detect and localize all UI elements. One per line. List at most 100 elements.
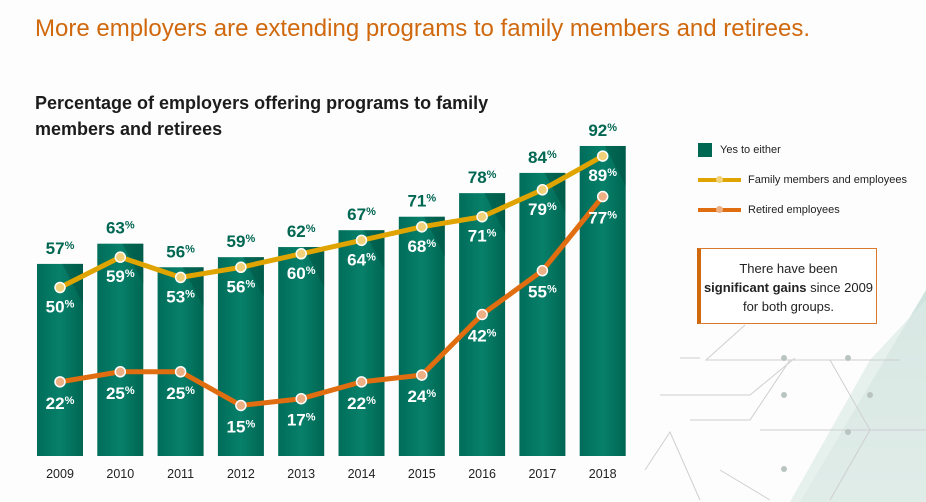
family-point-2018 (596, 150, 609, 162)
family-point-2015 (416, 221, 428, 233)
bar-value-label: 71% (407, 192, 436, 211)
bar-2010 (97, 243, 144, 456)
retired-point-2010 (114, 366, 127, 378)
callout-text-pre: There have been (739, 261, 838, 276)
family-point-2012 (235, 261, 247, 274)
background-triangle (790, 300, 926, 502)
family-value-label: 50% (46, 298, 75, 317)
retired-value-label: 22% (46, 394, 75, 413)
x-tick-label: 2014 (348, 467, 376, 481)
retired-point-2012 (235, 399, 247, 412)
retired-value-label: 17% (287, 411, 316, 430)
family-point-2013 (295, 248, 307, 260)
x-tick-label: 2010 (106, 467, 134, 481)
bar-shade (544, 172, 566, 213)
headline: More employers are extending programs to… (35, 15, 810, 42)
family-point-2011 (174, 271, 187, 284)
callout-box: There have been significant gains since … (697, 248, 877, 324)
bar-shade (122, 243, 144, 284)
legend-item-family: Family members and employees (698, 170, 907, 190)
bar-2014 (338, 230, 385, 456)
bar-shade (605, 145, 626, 186)
family-value-label: 60% (287, 264, 316, 283)
bar-2013 (278, 247, 325, 456)
x-tick-label: 2011 (167, 467, 194, 481)
family-point-2017 (536, 184, 549, 196)
x-tick-label: 2018 (589, 467, 617, 481)
retired-point-2013 (295, 392, 307, 405)
retired-point-2017 (536, 264, 549, 277)
family-value-label: 64% (347, 250, 376, 269)
x-tick-label: 2012 (227, 467, 255, 481)
background-pattern (644, 290, 926, 502)
retired-value-label: 22% (347, 394, 376, 413)
legend-swatch-retired-line (698, 206, 741, 213)
legend: Yes to either Family members and employe… (698, 140, 907, 230)
retired-point-2014 (355, 376, 368, 388)
family-point-2016 (476, 210, 488, 223)
bar-2015 (398, 216, 445, 456)
bar-shade (363, 230, 385, 271)
callout-text-bold: significant gains (703, 280, 807, 295)
retired-point-2016 (476, 308, 488, 321)
family-value-label: 56% (227, 277, 256, 296)
bar-value-label: 56% (166, 242, 195, 261)
bar-2009 (37, 263, 83, 456)
bar-shade (303, 247, 325, 288)
lines-layer (54, 150, 609, 412)
retired-value-label: 25% (166, 384, 195, 403)
retired-point-2015 (416, 369, 428, 381)
retired-value-label: 55% (528, 283, 557, 302)
bar-shade (424, 216, 445, 257)
x-tick-label: 2015 (408, 467, 436, 481)
bar-value-label: 92% (588, 121, 617, 140)
x-axis-ticks: 2009 2010 2011 2012 2013 2014 2015 2016 2017 2018 (46, 467, 617, 481)
retired-value-label: 25% (106, 384, 135, 403)
family-value-label: 68% (407, 237, 436, 256)
family-value-label: 89% (588, 166, 617, 185)
bar-value-label: 78% (468, 168, 497, 187)
family-point-2014 (355, 234, 368, 247)
family-point-2010 (114, 251, 127, 263)
x-tick-label: 2013 (287, 467, 315, 481)
bar-2017 (519, 172, 566, 457)
retired-value-label: 77% (588, 209, 617, 228)
bar-2011 (157, 267, 204, 456)
family-line (58, 153, 604, 290)
legend-label: Family members and employees (748, 174, 907, 186)
retired-line (59, 194, 605, 408)
bar-value-label: 59% (227, 232, 256, 251)
family-value-label: 59% (106, 267, 135, 286)
bar-value-label: 62% (287, 222, 316, 241)
bar-2016 (459, 193, 506, 456)
retired-point-2009 (54, 376, 66, 388)
retired-point-2018 (596, 190, 609, 203)
x-tick-label: 2016 (468, 467, 496, 481)
retired-value-label: 15% (227, 417, 256, 436)
family-value-label: 79% (528, 200, 557, 219)
bar-value-label: 67% (347, 205, 376, 224)
family-value-label: 53% (166, 287, 195, 306)
retired-point-2011 (174, 366, 187, 378)
bar-value-label: 84% (528, 148, 557, 167)
labels-layer: 57% 63% 56% 59% 62% 67% 71% 78% 84% 92% 50% 59% 53% 5… (46, 121, 618, 436)
legend-label: Yes to either (720, 144, 781, 156)
legend-swatch-bar (698, 143, 712, 157)
bar-value-label: 57% (46, 239, 75, 258)
x-tick-label: 2009 (46, 467, 74, 481)
retired-value-label: 42% (468, 326, 497, 345)
bar-2012 (217, 257, 264, 456)
legend-item-yes-to-either: Yes to either (698, 140, 907, 160)
bars-layer (37, 145, 626, 457)
retired-value-label: 24% (407, 387, 436, 406)
chart-title: Percentage of employers offering program… (35, 93, 489, 139)
x-tick-label: 2017 (528, 467, 556, 481)
bar-value-label: 63% (106, 219, 135, 238)
legend-label: Retired employees (748, 204, 840, 216)
callout-text-post: since 2009 for both groups. (742, 280, 874, 314)
legend-item-retired: Retired employees (698, 200, 907, 220)
family-value-label: 71% (468, 227, 497, 246)
legend-swatch-family-line (698, 176, 741, 183)
family-point-2009 (54, 281, 66, 294)
